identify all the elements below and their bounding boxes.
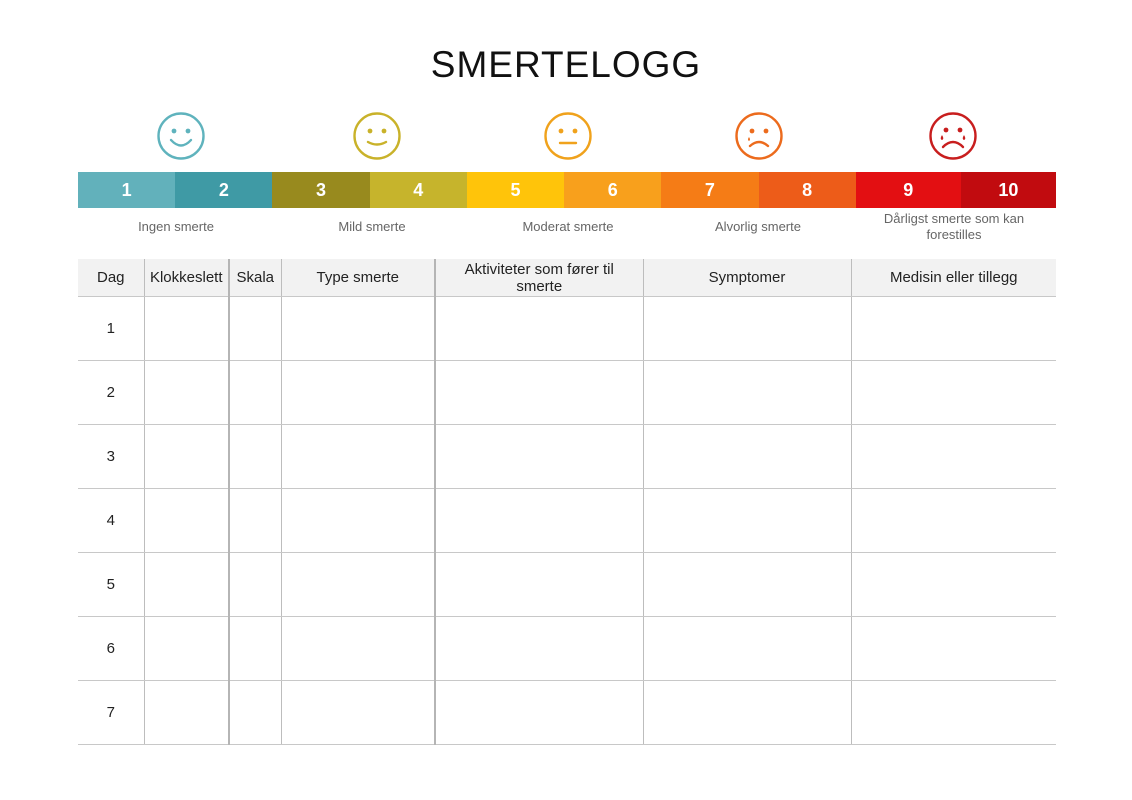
table-row: 5: [78, 552, 1056, 617]
symptoms-cell[interactable]: [642, 424, 851, 489]
table-row: 4: [78, 488, 1056, 553]
level-label-worst: Dårligst smerte som kan forestilles: [883, 211, 1025, 242]
scale-cell[interactable]: [228, 424, 281, 489]
scale-cell[interactable]: [228, 488, 281, 553]
pain-type-cell[interactable]: [280, 488, 435, 553]
sad-face-icon: [733, 110, 785, 162]
pain-type-cell[interactable]: [280, 552, 435, 617]
slightly-happy-face-icon: [351, 110, 403, 162]
header-pain-type: Type smerte: [280, 259, 435, 297]
symptoms-cell[interactable]: [642, 296, 851, 361]
pain-type-cell[interactable]: [280, 360, 435, 425]
scale-segment-5: 5: [466, 172, 565, 208]
time-cell[interactable]: [143, 424, 229, 489]
medication-cell[interactable]: [850, 616, 1056, 681]
symptoms-cell[interactable]: [642, 680, 851, 745]
pain-log-table: Dag Klokkeslett Skala Type smerte Aktivi…: [78, 259, 1056, 745]
scale-segment-6: 6: [564, 172, 662, 208]
scale-segment-8: 8: [758, 172, 856, 208]
scale-segment-4: 4: [369, 172, 467, 208]
level-label-none: Ingen smerte: [138, 219, 214, 234]
day-cell: 2: [78, 360, 144, 425]
activities-cell[interactable]: [434, 488, 643, 553]
time-cell[interactable]: [143, 616, 229, 681]
table-row: 6: [78, 616, 1056, 681]
scale-cell[interactable]: [228, 680, 281, 745]
activities-cell[interactable]: [434, 680, 643, 745]
scale-segment-7: 7: [661, 172, 759, 208]
time-cell[interactable]: [143, 360, 229, 425]
level-label-severe: Alvorlig smerte: [715, 219, 801, 234]
scale-segment-10: 10: [960, 172, 1057, 208]
day-cell: 3: [78, 424, 144, 489]
header-time: Klokkeslett: [143, 259, 229, 297]
header-activities: Aktiviteter som fører til smerte: [434, 259, 643, 297]
header-scale: Skala: [228, 259, 281, 297]
table-row: 2: [78, 360, 1056, 425]
pain-type-cell[interactable]: [280, 616, 435, 681]
scale-cell[interactable]: [228, 552, 281, 617]
day-cell: 6: [78, 616, 144, 681]
time-cell[interactable]: [143, 296, 229, 361]
pain-type-cell[interactable]: [280, 296, 435, 361]
level-label-mild: Mild smerte: [338, 219, 406, 234]
table-row: 7: [78, 680, 1056, 745]
scale-cell[interactable]: [228, 616, 281, 681]
table-header-row: Dag Klokkeslett Skala Type smerte Aktivi…: [78, 259, 1056, 297]
medication-cell[interactable]: [850, 360, 1056, 425]
happy-face-icon: [155, 110, 207, 162]
symptoms-cell[interactable]: [642, 488, 851, 553]
scale-segment-2: 2: [175, 172, 273, 208]
page-title: SMERTELOGG: [430, 44, 702, 85]
time-cell[interactable]: [143, 488, 229, 553]
day-cell: 7: [78, 680, 144, 745]
crying-face-icon: [927, 110, 979, 162]
medication-cell[interactable]: [850, 296, 1056, 361]
level-label-moderate: Moderat smerte: [522, 219, 614, 234]
pain-type-cell[interactable]: [280, 424, 435, 489]
medication-cell[interactable]: [850, 552, 1056, 617]
activities-cell[interactable]: [434, 296, 643, 361]
pain-scale-bar: 1 2 3 4 5 6 7 8 9 10: [78, 172, 1057, 208]
medication-cell[interactable]: [850, 680, 1056, 745]
header-medication: Medisin eller tillegg: [850, 259, 1056, 297]
symptoms-cell[interactable]: [642, 360, 851, 425]
symptoms-cell[interactable]: [642, 552, 851, 617]
activities-cell[interactable]: [434, 552, 643, 617]
scale-segment-3: 3: [272, 172, 370, 208]
scale-segment-1: 1: [78, 172, 176, 208]
face-scale: [0, 110, 1132, 164]
medication-cell[interactable]: [850, 488, 1056, 553]
scale-cell[interactable]: [228, 360, 281, 425]
day-cell: 5: [78, 552, 144, 617]
symptoms-cell[interactable]: [642, 616, 851, 681]
scale-cell[interactable]: [228, 296, 281, 361]
time-cell[interactable]: [143, 680, 229, 745]
table-row: 1: [78, 296, 1056, 361]
header-day: Dag: [78, 259, 144, 297]
activities-cell[interactable]: [434, 360, 643, 425]
activities-cell[interactable]: [434, 424, 643, 489]
activities-cell[interactable]: [434, 616, 643, 681]
medication-cell[interactable]: [850, 424, 1056, 489]
time-cell[interactable]: [143, 552, 229, 617]
neutral-face-icon: [542, 110, 594, 162]
scale-segment-9: 9: [855, 172, 961, 208]
pain-level-labels: Ingen smerte Mild smerte Moderat smerte …: [78, 208, 1056, 248]
day-cell: 4: [78, 488, 144, 553]
day-cell: 1: [78, 296, 144, 361]
pain-type-cell[interactable]: [280, 680, 435, 745]
table-row: 3: [78, 424, 1056, 489]
header-symptoms: Symptomer: [642, 259, 851, 297]
